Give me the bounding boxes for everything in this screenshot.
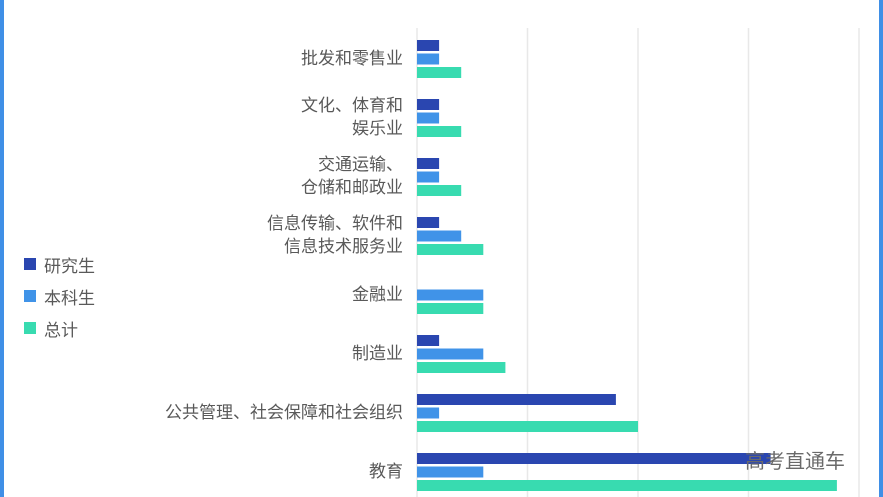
legend: 研究生 本科生 总计 — [24, 248, 95, 344]
bar-1-3[interactable] — [417, 230, 462, 242]
bar-0-2[interactable] — [417, 158, 440, 169]
bar-0-1[interactable] — [417, 99, 440, 110]
category-label: 交通运输、 仓储和邮政业 — [301, 155, 403, 198]
category-label: 信息传输、软件和 信息技术服务业 — [267, 214, 403, 257]
bar-0-0[interactable] — [417, 40, 440, 51]
bar-0-5[interactable] — [417, 335, 440, 346]
bar-1-2[interactable] — [417, 171, 440, 183]
bar-1-1[interactable] — [417, 112, 440, 124]
legend-swatch — [24, 322, 36, 334]
bar-0-7[interactable] — [417, 453, 771, 464]
bar-0-3[interactable] — [417, 217, 440, 228]
watermark: 高考直通车 — [745, 449, 845, 473]
category-label: 批发和零售业 — [301, 48, 403, 69]
legend-swatch — [24, 258, 36, 270]
category-label: 制造业 — [352, 343, 403, 364]
legend-label: 研究生 — [44, 256, 95, 277]
bar-2-5[interactable] — [417, 362, 506, 373]
category-label: 文化、体育和 娱乐业 — [301, 96, 403, 139]
bar-2-2[interactable] — [417, 185, 462, 196]
category-label: 公共管理、社会保障和社会组织 — [165, 402, 403, 423]
left-border — [0, 0, 4, 497]
bar-1-6[interactable] — [417, 407, 440, 419]
bar-1-4[interactable] — [417, 289, 484, 301]
bar-0-6[interactable] — [417, 394, 616, 405]
legend-item-undergraduate[interactable]: 本科生 — [24, 280, 95, 312]
bar-2-4[interactable] — [417, 303, 484, 314]
bar-2-3[interactable] — [417, 244, 484, 255]
legend-item-graduate[interactable]: 研究生 — [24, 248, 95, 280]
right-border — [879, 0, 883, 497]
bar-1-7[interactable] — [417, 466, 484, 478]
legend-item-total[interactable]: 总计 — [24, 312, 95, 344]
category-label: 教育 — [369, 461, 403, 482]
bar-2-0[interactable] — [417, 67, 462, 78]
category-label: 金融业 — [352, 284, 403, 305]
bar-1-5[interactable] — [417, 348, 484, 360]
legend-label: 总计 — [44, 320, 78, 341]
legend-swatch — [24, 290, 36, 302]
bar-2-6[interactable] — [417, 421, 638, 432]
bar-2-1[interactable] — [417, 126, 462, 137]
legend-label: 本科生 — [44, 288, 95, 309]
bar-1-0[interactable] — [417, 53, 440, 65]
bar-2-7[interactable] — [417, 480, 837, 491]
